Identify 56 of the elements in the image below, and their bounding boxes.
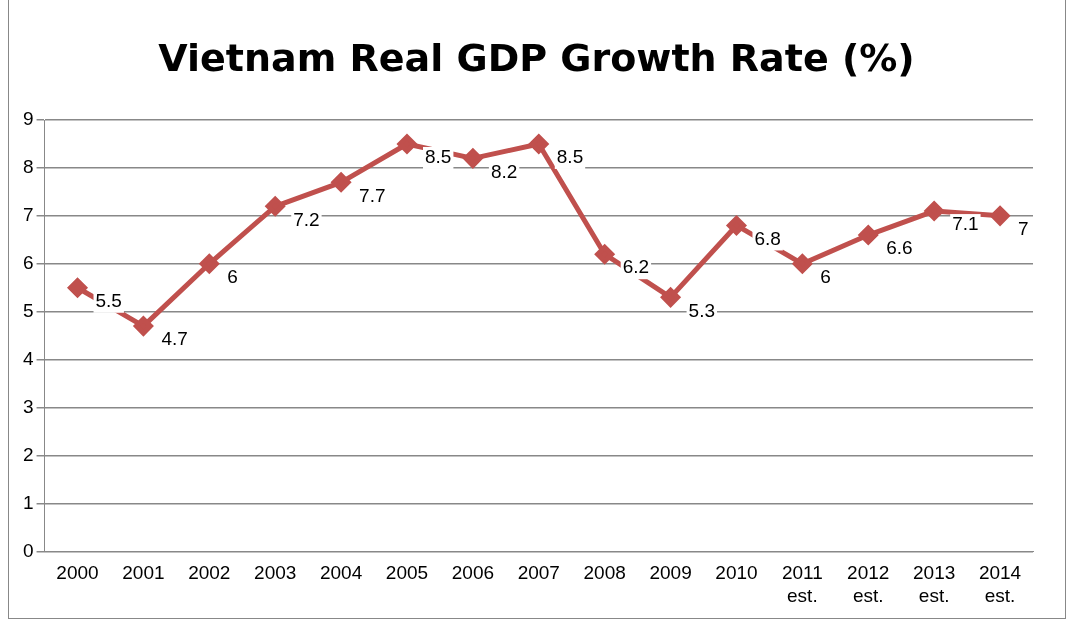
chart-title: Vietnam Real GDP Growth Rate (%) [157, 36, 916, 80]
data-label: 6 [227, 266, 238, 288]
point [463, 148, 483, 168]
data-label: 5.5 [95, 290, 122, 311]
point [924, 201, 944, 221]
data-label: 4.7 [161, 328, 188, 350]
y-tick-label: 6 [22, 252, 34, 274]
point [133, 316, 153, 336]
y-tick-label: 7 [22, 204, 34, 226]
point [858, 225, 878, 245]
point [265, 196, 285, 216]
x-tick-label: 2001 [122, 562, 165, 584]
y-tick-label: 4 [22, 347, 34, 369]
x-tick-label: 2008 [583, 562, 626, 584]
data-label: 6.2 [622, 256, 650, 278]
point [68, 278, 88, 298]
x-tick-label: 2013 est. [913, 562, 956, 606]
point [529, 134, 549, 154]
x-tick-label: 2006 [451, 562, 495, 584]
x-tick-label: 2009 [649, 562, 692, 584]
y-tick-label: 1 [22, 491, 34, 513]
point [199, 254, 219, 274]
y-tick-label: 0 [22, 539, 34, 561]
y-tick-label: 3 [22, 395, 34, 417]
data-label: 7 [1018, 218, 1029, 240]
point [595, 244, 615, 264]
x-tick-label: 2005 [385, 562, 429, 584]
x-tick-label: 2003 [254, 562, 297, 584]
data-label: 7.1 [952, 213, 979, 235]
point [397, 134, 417, 154]
point [990, 206, 1010, 226]
data-label: 6.8 [754, 227, 781, 249]
data-label: 8.5 [556, 146, 584, 168]
y-tick-label: 9 [22, 108, 34, 130]
x-tick-label: 2012 est. [847, 562, 890, 606]
data-label: 8.5 [424, 146, 452, 168]
x-tick-label: 2007 [517, 562, 560, 584]
x-tick-label: 2000 [56, 562, 99, 584]
x-tick-label: 2002 [188, 562, 231, 584]
x-tick-label: 2014 est. [978, 562, 1022, 606]
data-label: 7.2 [293, 208, 320, 230]
point [726, 215, 746, 235]
data-label: 6 [820, 266, 831, 288]
data-label: 7.7 [359, 184, 386, 206]
data-label: 8.2 [490, 160, 518, 182]
point [661, 287, 681, 307]
data-label: 6.6 [886, 237, 913, 259]
y-tick-label: 5 [22, 299, 34, 321]
x-tick-label: 2011 est. [781, 562, 823, 606]
point [331, 172, 351, 192]
y-tick-label: 2 [22, 443, 34, 465]
point [792, 254, 812, 274]
x-tick-label: 2010 [715, 562, 758, 584]
x-tick-label: 2004 [319, 562, 363, 584]
y-tick-label: 8 [22, 156, 34, 178]
data-label: 5.3 [688, 299, 715, 321]
